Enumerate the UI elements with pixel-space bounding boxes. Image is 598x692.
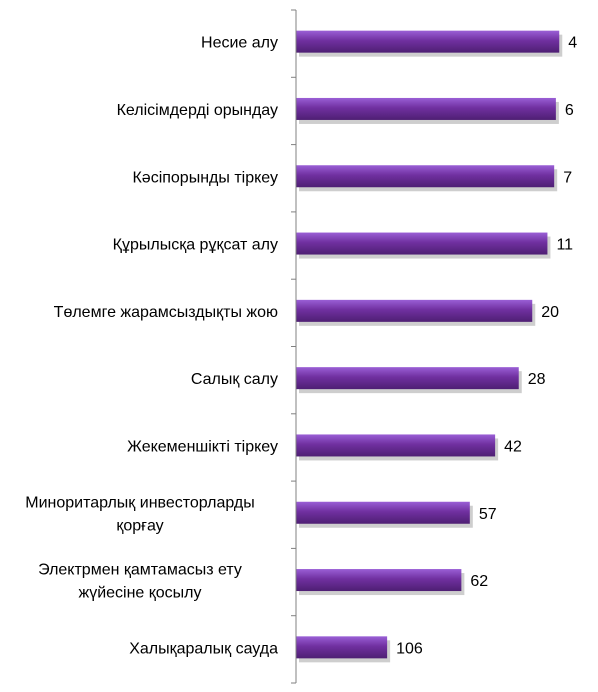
data-label: 62 [470,573,488,590]
category-label: Халықаралық сауда [129,640,278,657]
category-label: Несие алу [201,35,278,52]
bar [296,97,556,120]
data-label: 106 [396,640,423,657]
bar [296,434,496,457]
data-label: 28 [528,371,546,388]
category-labels-group: Несие алу Келісімдерді орындау Кәсіпорынды… [25,35,278,658]
category-label: Кәсіпорынды тіркеу [132,169,278,186]
bars-group [296,30,563,663]
data-label: 42 [504,438,522,455]
bar [296,501,470,524]
bar [296,299,533,322]
axis-group [291,9,297,684]
category-label: Төлемге жарамсыздықты жою [54,304,278,321]
data-label: 57 [479,506,497,523]
bar [296,367,519,390]
data-label: 20 [541,304,559,321]
bar [296,569,462,592]
bar [296,232,548,255]
bar [296,636,388,659]
data-label: 7 [563,169,572,186]
category-label: Миноритарлық инвесторларды қорғау [25,494,255,534]
category-label: Жекеменшікті тіркеу [127,438,278,455]
category-label: Құрылысқа рұқсат алу [113,237,278,254]
category-label: Электрмен қамтамасыз ету жүйесіне қосылу [38,562,242,602]
data-label: 4 [568,35,577,52]
category-label: Салық салу [191,371,278,388]
bar [296,30,560,53]
category-label: Келісімдерді орындау [117,102,278,119]
bar [296,165,555,188]
value-labels-group: 4 6 7 11 20 28 42 57 62 106 [396,35,577,658]
data-label: 6 [565,102,574,119]
data-label: 11 [556,237,573,254]
